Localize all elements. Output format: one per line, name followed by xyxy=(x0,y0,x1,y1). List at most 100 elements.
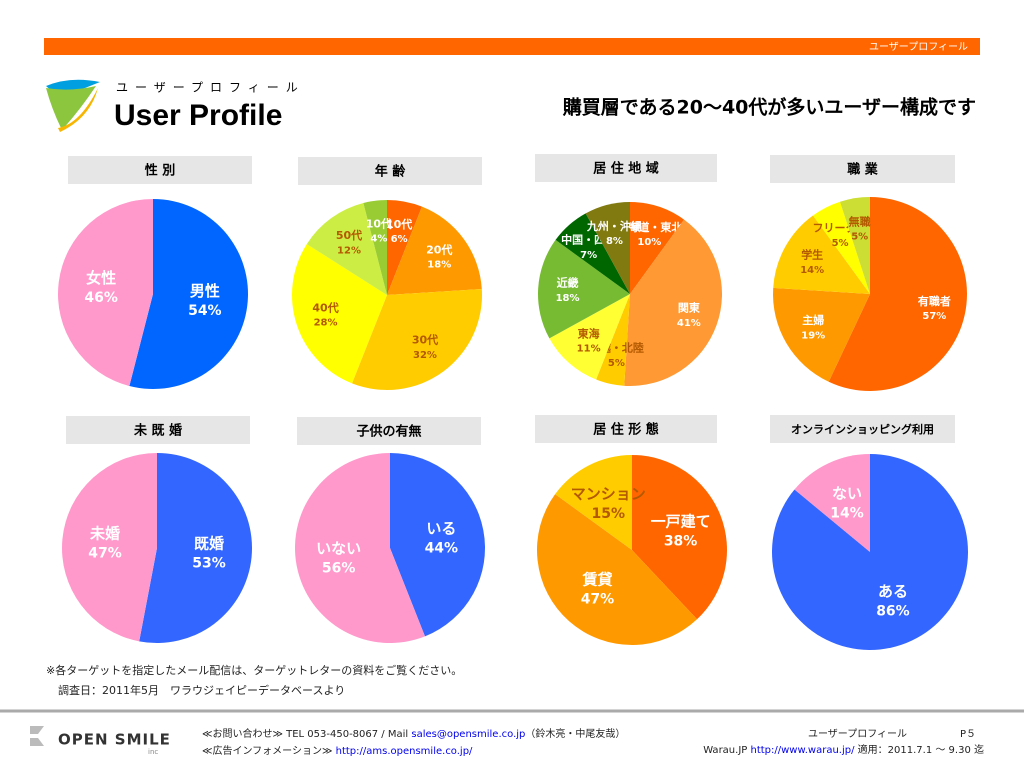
contact-mail[interactable]: sales@opensmile.co.jp xyxy=(411,729,526,740)
ad-info: ≪広告インフォメーション≫ http://ams.opensmile.co.jp… xyxy=(202,742,472,757)
slice-label: マンション xyxy=(571,485,646,503)
site-info: Warau.JP http://www.warau.jp/ 適用：2011.7.… xyxy=(703,741,984,756)
slice-value-label: 15% xyxy=(592,506,626,522)
chart-title: 居 住 地 域 xyxy=(593,161,659,177)
pie-slice xyxy=(624,219,722,386)
slice-value-label: 41% xyxy=(677,318,701,329)
pie-slice xyxy=(555,455,632,550)
chart-title-box xyxy=(297,417,481,445)
footer-logo-mark xyxy=(30,726,44,746)
pie-slice xyxy=(129,199,248,389)
slice-label: 無職 xyxy=(849,214,871,228)
slice-value-label: 46% xyxy=(84,290,118,306)
slice-label: 学生 xyxy=(801,248,823,262)
slice-label: 有職者 xyxy=(918,294,951,308)
logo-shape xyxy=(46,86,96,130)
chart-title: オンラインショッピング利用 xyxy=(791,422,934,436)
pie-slice xyxy=(306,202,387,295)
slice-value-label: 47% xyxy=(581,592,615,608)
pie-slice xyxy=(352,289,482,391)
slice-value-label: 53% xyxy=(192,555,226,571)
slice-value-label: 14% xyxy=(830,506,864,522)
ad-text: ≪広告インフォメーション≫ xyxy=(202,746,336,757)
slice-label: 既婚 xyxy=(194,534,224,552)
slice-value-label: 10% xyxy=(637,237,661,248)
chart-title-box xyxy=(770,155,955,183)
pie-slice xyxy=(295,453,425,643)
title: User Profile xyxy=(114,99,282,132)
slice-value-label: 32% xyxy=(413,350,437,361)
slice-value-label: 44% xyxy=(425,541,459,557)
logo-shape xyxy=(58,88,98,132)
slice-label: 九州・沖縄 xyxy=(586,219,642,233)
slice-label: 東海 xyxy=(578,326,600,340)
chart-title-box xyxy=(535,415,717,443)
slice-label: 主婦 xyxy=(802,313,824,327)
slice-label: 10代 xyxy=(366,216,392,230)
slice-value-label: 11% xyxy=(577,344,601,355)
page-number: P５ xyxy=(960,729,977,740)
slice-value-label: 28% xyxy=(314,318,338,329)
page-title: ユーザープロフィール xyxy=(808,729,907,740)
period: 適用：2011.7.1 〜 9.30 迄 xyxy=(854,745,984,756)
slice-label: 男性 xyxy=(190,282,220,300)
slice-label: いる xyxy=(426,520,456,538)
chart-title: 性 別 xyxy=(145,163,176,179)
chart-title-box xyxy=(770,415,955,443)
pie-slice xyxy=(773,215,870,294)
slice-value-label: 47% xyxy=(88,546,122,562)
slice-value-label: 54% xyxy=(188,303,222,319)
slice-value-label: 14% xyxy=(800,265,824,276)
chart-title-box xyxy=(535,154,717,182)
footer-logo: OPEN SMILE xyxy=(58,731,171,749)
pie-slice xyxy=(536,494,698,646)
slice-label: ある xyxy=(878,582,908,600)
chart-title: 子供の有無 xyxy=(356,424,421,440)
pie-slice xyxy=(596,294,630,386)
contact-text: ≪お問い合わせ≫ TEL 053-450-8067 / Mail xyxy=(202,729,412,740)
slice-value-label: 5% xyxy=(832,238,849,249)
pie-slice xyxy=(62,453,157,642)
slice-label: 賃貸 xyxy=(581,571,612,589)
pie-slice xyxy=(773,287,870,382)
site-url[interactable]: http://www.warau.jp/ xyxy=(750,745,855,756)
chart-title: 居 住 形 態 xyxy=(593,422,659,438)
pie-slice xyxy=(585,202,630,294)
pie-slice xyxy=(292,244,387,384)
slice-value-label: 18% xyxy=(556,293,580,304)
slice-value-label: 4% xyxy=(370,234,387,245)
pie-slice xyxy=(794,454,870,552)
pie-slice xyxy=(390,453,486,637)
subtitle: ユーザープロフィール xyxy=(116,81,305,95)
pie-slice xyxy=(387,206,482,295)
pie-slice xyxy=(363,200,387,295)
slice-value-label: 6% xyxy=(391,234,408,245)
contact: ≪お問い合わせ≫ TEL 053-450-8067 / Mail sales@o… xyxy=(202,725,625,740)
slice-value-label: 86% xyxy=(876,603,910,619)
chart-title-box xyxy=(68,156,252,184)
slice-label: 20代 xyxy=(426,242,452,256)
slice-value-label: 8% xyxy=(606,236,623,247)
chart-title-box xyxy=(66,416,250,444)
slice-label: 10代 xyxy=(386,217,412,231)
slice-value-label: 7% xyxy=(580,250,597,261)
slice-value-label: 18% xyxy=(427,260,451,271)
slice-label: ない xyxy=(832,485,862,503)
slice-label: 関東 xyxy=(678,301,701,315)
footer-logo-sub: inc xyxy=(148,748,158,756)
slice-label: 未婚 xyxy=(89,525,120,543)
ad-url[interactable]: http://ams.opensmile.co.jp/ xyxy=(335,746,473,757)
pie-slice xyxy=(538,239,630,339)
slice-value-label: 12% xyxy=(337,245,361,256)
pie-slice xyxy=(57,199,153,387)
slice-value-label: 57% xyxy=(922,311,946,322)
pie-slice xyxy=(630,202,685,294)
source: 調査日：2011年5月 ワラウジェイピーデータベースより xyxy=(58,684,346,697)
chart-title: 年 齢 xyxy=(375,164,407,180)
slice-value-label: 56% xyxy=(322,560,356,576)
pie-slice xyxy=(840,197,870,294)
note: ※各ターゲットを指定したメール配信は、ターゲットレターの資料をご覧ください。 xyxy=(46,664,463,677)
pie-slice xyxy=(812,201,870,294)
chart-title: 未 既 婚 xyxy=(133,423,182,439)
